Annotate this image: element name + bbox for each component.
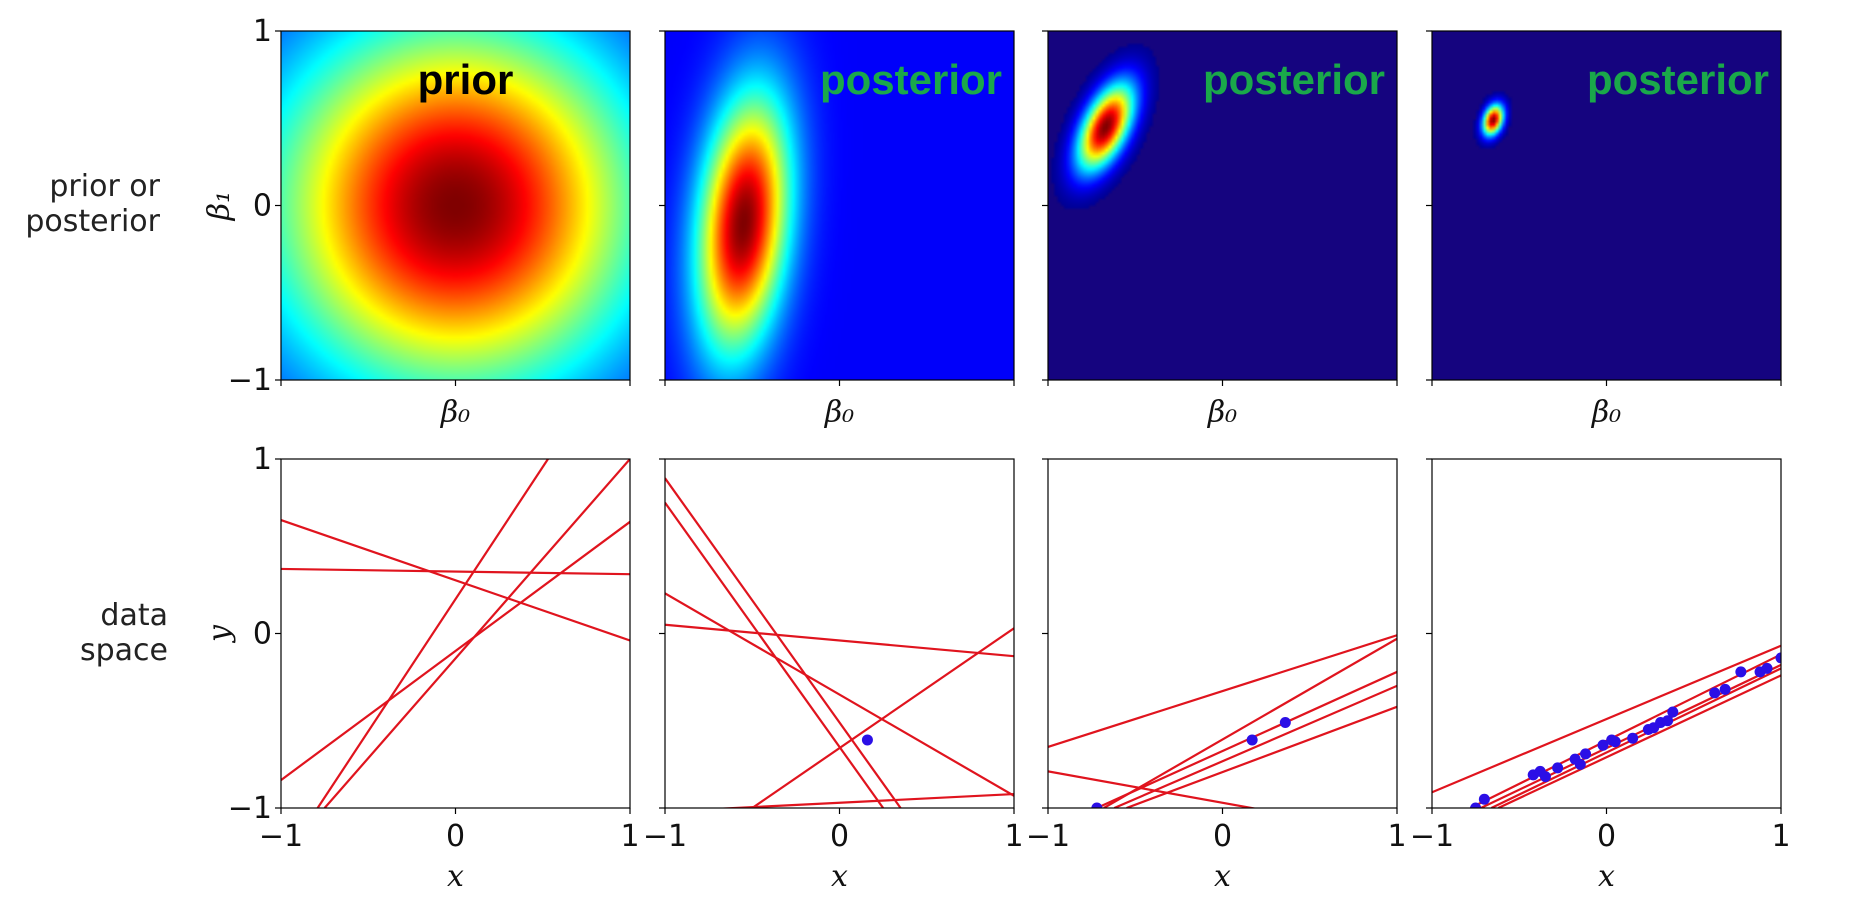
plot-background <box>281 459 630 808</box>
data-point-17 <box>1662 715 1674 727</box>
panel-1: prior 1 0 −1 β₀ β₁ <box>202 14 631 430</box>
regression-line-1 <box>1048 634 1397 748</box>
plot-area <box>281 459 630 808</box>
x-axis-label: β₀ <box>1591 395 1621 430</box>
data-point-8 <box>1574 758 1586 770</box>
regression-line-5 <box>281 520 630 781</box>
x-axis-label: x <box>1214 859 1231 894</box>
panel-title: posterior <box>1587 56 1769 103</box>
y-tick-label: −1 <box>228 363 272 398</box>
panel-title: posterior <box>1203 56 1385 103</box>
row-label-top-line1: prior or <box>49 169 160 204</box>
plot-area <box>1432 459 1781 808</box>
x-tick-label: 0 <box>1597 819 1616 854</box>
data-point-20 <box>1719 683 1731 695</box>
regression-line-2 <box>1469 653 1781 808</box>
x-tick-label: −1 <box>259 819 303 854</box>
regression-line-2 <box>281 567 630 576</box>
y-tick-label: 1 <box>253 14 272 49</box>
plot-background <box>665 459 1014 808</box>
data-point-18 <box>1667 706 1679 718</box>
panel-title: posterior <box>820 56 1002 103</box>
row-label-bottom-line1: data <box>100 598 168 633</box>
regression-line-5 <box>1126 705 1397 808</box>
regression-line-3 <box>665 592 1014 797</box>
panel-3: posterior β₀ <box>1042 30 1398 430</box>
x-tick-label: 0 <box>446 819 465 854</box>
plot-background <box>1048 459 1397 808</box>
panel-8: −1 0 1 x <box>1410 458 1791 894</box>
density-image <box>665 31 1014 380</box>
x-tick-label: −1 <box>1410 819 1454 854</box>
y-axis-label: y <box>202 624 237 644</box>
data-point-2 <box>1246 734 1258 746</box>
panel-2: posterior β₀ <box>659 30 1015 430</box>
density-image <box>281 31 630 380</box>
x-tick-label: 1 <box>1771 819 1790 854</box>
panels: prior10−1β₀β₁posteriorβ₀posteriorβ₀poste… <box>202 14 1791 894</box>
regression-line-2 <box>665 501 885 808</box>
regression-line-3 <box>1497 674 1781 808</box>
x-axis-label: x <box>1598 859 1615 894</box>
x-tick-label: −1 <box>643 819 687 854</box>
data-point-9 <box>1580 748 1592 760</box>
regression-line-2 <box>1048 770 1258 808</box>
y-axis-label: β₁ <box>202 191 237 221</box>
panel-6: −1 0 1 x <box>643 458 1024 894</box>
panel-title: prior <box>418 56 514 103</box>
data-point-1 <box>861 734 873 746</box>
x-tick-label: −1 <box>1026 819 1070 854</box>
regression-line-4 <box>1113 684 1397 808</box>
data-point-21 <box>1735 666 1747 678</box>
panel-5: 1 0 −1−1 0 1 x y <box>202 442 640 894</box>
regression-line-3 <box>1103 637 1397 808</box>
x-tick-label: 1 <box>1387 819 1406 854</box>
x-tick-label: 1 <box>620 819 639 854</box>
row-label-top-line2: posterior <box>25 204 160 239</box>
x-tick-label: 1 <box>1004 819 1023 854</box>
y-tick-label: 0 <box>253 617 272 652</box>
data-point-12 <box>1609 736 1621 748</box>
regression-line-5 <box>751 627 1014 808</box>
data-point-5 <box>1539 771 1551 783</box>
plot-area <box>665 459 1014 808</box>
y-tick-label: −1 <box>228 791 272 826</box>
data-point-1 <box>1470 802 1482 808</box>
regression-line-3 <box>316 459 549 808</box>
data-point-10 <box>1597 739 1609 751</box>
data-point-24 <box>1775 652 1781 664</box>
density-image <box>1048 31 1397 380</box>
data-point-2 <box>1478 793 1490 805</box>
x-axis-label: x <box>447 859 464 894</box>
x-tick-label: 0 <box>1213 819 1232 854</box>
data-point-23 <box>1761 662 1773 674</box>
regression-line-6 <box>712 792 1014 808</box>
data-point-19 <box>1709 687 1721 699</box>
y-tick-label: 1 <box>253 442 272 477</box>
x-axis-label: x <box>831 859 848 894</box>
x-axis-label: β₀ <box>440 395 470 430</box>
x-axis-label: β₀ <box>824 395 854 430</box>
data-point-13 <box>1627 732 1639 744</box>
data-point-6 <box>1552 762 1564 774</box>
y-tick-label: 0 <box>253 189 272 224</box>
data-point-1 <box>1091 802 1103 808</box>
plot-area <box>1048 459 1397 808</box>
data-point-3 <box>1279 716 1291 728</box>
density-image <box>1432 31 1781 380</box>
regression-line-4 <box>665 623 1014 658</box>
row-label-bottom-line2: space <box>80 633 168 668</box>
x-tick-label: 0 <box>830 819 849 854</box>
plot-background <box>1432 459 1781 808</box>
regression-line-1 <box>665 477 902 808</box>
regression-line-1 <box>1432 644 1781 794</box>
panel-7: −1 0 1 x <box>1026 458 1407 894</box>
panel-4: posterior β₀ <box>1426 30 1782 430</box>
x-axis-label: β₀ <box>1207 395 1237 430</box>
regression-line-1 <box>281 519 630 642</box>
